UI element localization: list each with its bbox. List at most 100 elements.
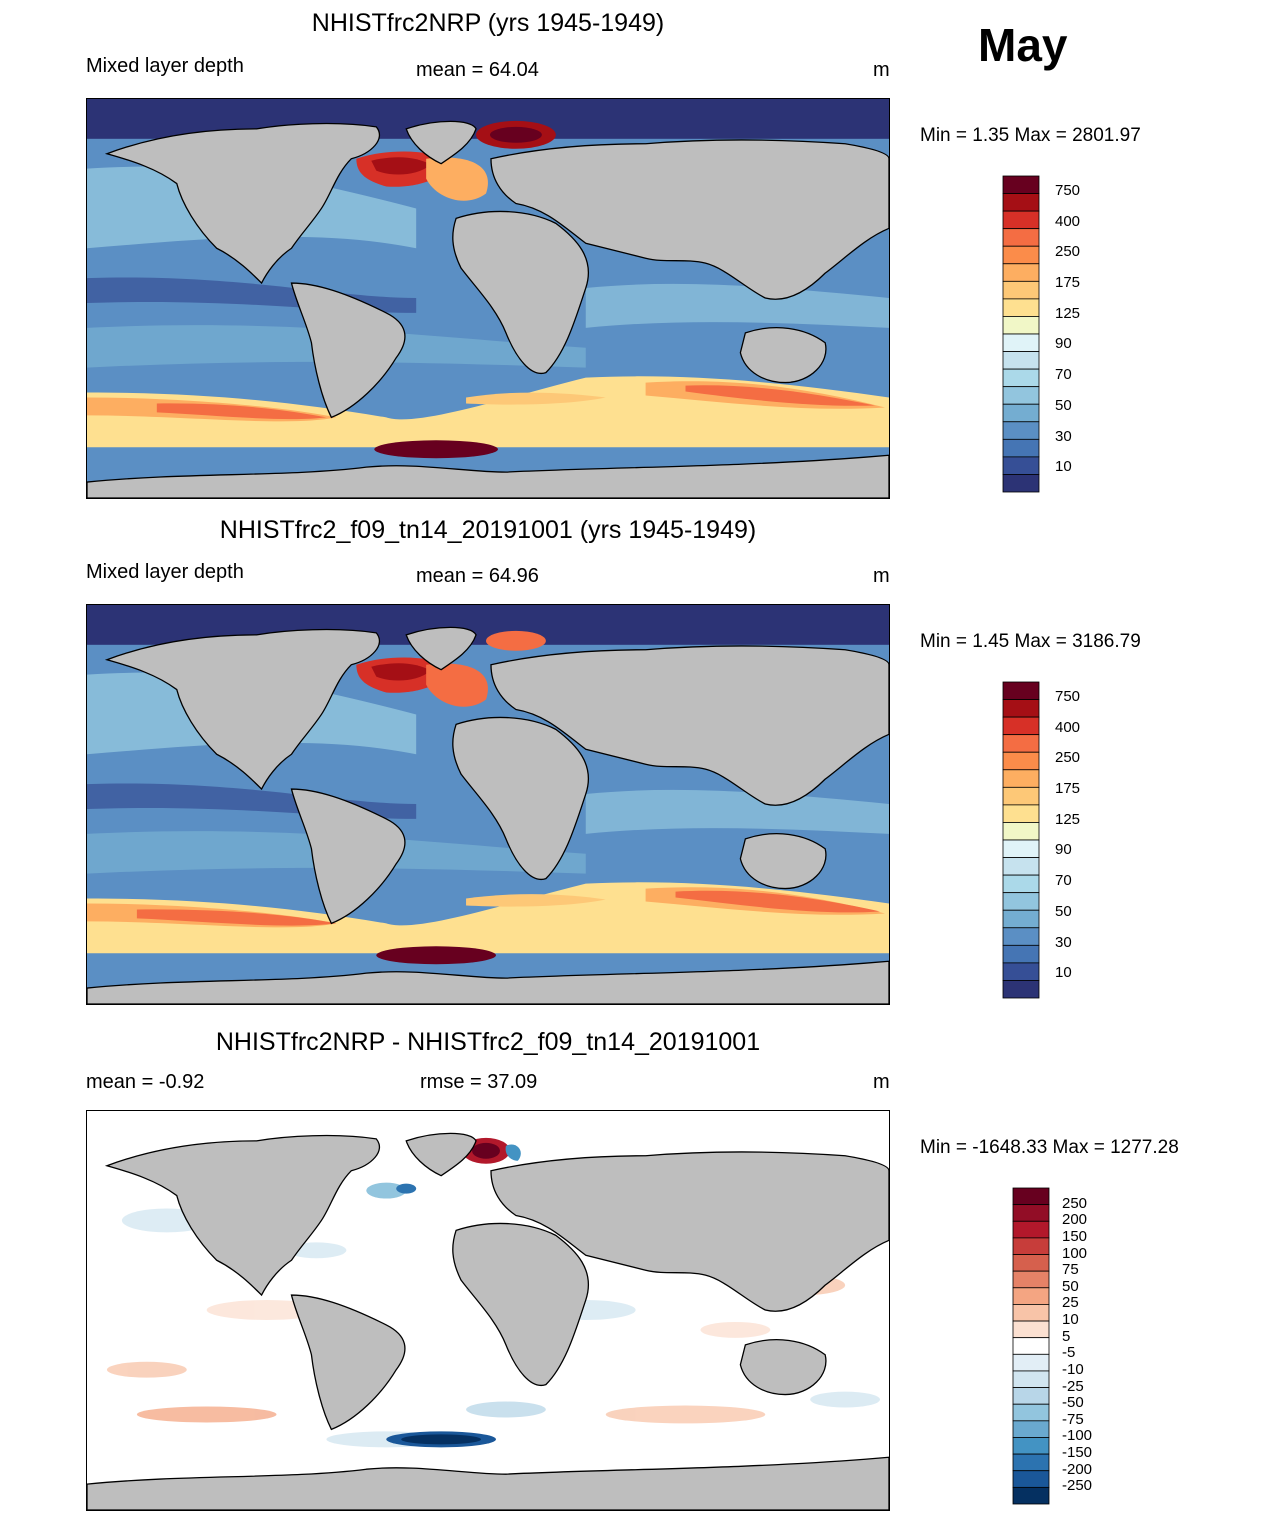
legend-label: 50 (1062, 1277, 1079, 1295)
legend-swatch (1002, 474, 1040, 493)
legend-label: -5 (1062, 1344, 1076, 1362)
legend-label: 400 (1055, 718, 1081, 736)
panel-1-units: m (873, 59, 890, 81)
legend-label: -100 (1062, 1427, 1093, 1445)
panel-3-units: m (873, 1071, 890, 1093)
panel-3-legend (1012, 1187, 1050, 1505)
panel-2-legend (1002, 681, 1040, 999)
legend-swatch (1002, 857, 1040, 876)
legend-swatch (1002, 769, 1040, 788)
legend-label: 5 (1062, 1327, 1071, 1345)
legend-swatch (1012, 1320, 1050, 1339)
legend-label: 10 (1055, 458, 1072, 476)
legend-swatch (1002, 980, 1040, 999)
legend-swatch (1012, 1403, 1050, 1422)
legend-swatch (1002, 368, 1040, 388)
legend-label: 125 (1055, 810, 1081, 828)
month-title: May (978, 19, 1068, 71)
legend-swatch (1002, 316, 1040, 335)
legend-swatch (1002, 909, 1040, 929)
legend-label: 25 (1062, 1294, 1079, 1312)
legend-label: 70 (1055, 366, 1072, 384)
legend-swatch (1012, 1420, 1050, 1438)
legend-swatch (1002, 839, 1040, 858)
panel-2-title: NHISTfrc2_f09_tn14_20191001 (yrs 1945-19… (219, 516, 757, 544)
legend-swatch (1002, 927, 1040, 946)
panel-1-legend (1002, 175, 1040, 493)
legend-label: 400 (1055, 212, 1081, 230)
legend-swatch (1002, 962, 1040, 981)
panel-1-legend-labels: 750 400 250 175 125 90 70 50 30 10 (1055, 175, 1115, 493)
panel-3-rmse-label: rmse = 37.09 (420, 1071, 538, 1093)
legend-swatch (1012, 1304, 1050, 1322)
legend-label: 100 (1062, 1244, 1088, 1262)
legend-label: -250 (1062, 1477, 1093, 1495)
legend-label: 30 (1055, 427, 1072, 445)
legend-label: 10 (1062, 1311, 1079, 1329)
legend-swatch (1002, 280, 1040, 300)
legend-swatch (1002, 421, 1040, 440)
panel-2-minmax: Min = 1.45 Max = 3186.79 (920, 631, 1141, 652)
panel-3-mean-label: mean = -0.92 (86, 1071, 205, 1093)
panel-2-mean-label: mean = 64.96 (416, 565, 539, 587)
legend-label: 125 (1055, 304, 1081, 322)
legend-label: 250 (1055, 243, 1081, 261)
legend-label: 70 (1055, 872, 1072, 890)
legend-swatch (1002, 944, 1040, 964)
panel-3-legend-labels: 250 200 150 100 75 50 25 10 5 -5 -10 -25 -50 -75 -100-… (1062, 1187, 1122, 1505)
legend-swatch (1012, 1187, 1050, 1206)
panel-1-title: NHISTfrc2NRP (yrs 1945-1949) (311, 9, 665, 37)
legend-swatch (1012, 1220, 1050, 1239)
legend-label: -200 (1062, 1460, 1093, 1478)
legend-label: -50 (1062, 1394, 1084, 1412)
legend-label: 30 (1055, 933, 1072, 951)
legend-swatch (1002, 193, 1040, 212)
legend-swatch (1012, 1337, 1050, 1355)
legend-swatch (1002, 210, 1040, 230)
panel-3-minmax: Min = -1648.33 Max = 1277.28 (920, 1137, 1179, 1158)
legend-swatch (1002, 804, 1040, 823)
legend-swatch (1002, 386, 1040, 405)
legend-swatch (1012, 1237, 1050, 1255)
legend-label: 50 (1055, 396, 1072, 414)
legend-swatch (1002, 456, 1040, 475)
legend-label: 750 (1055, 181, 1081, 199)
legend-label: 90 (1055, 841, 1072, 859)
legend-swatch (1012, 1204, 1050, 1222)
legend-label: 750 (1055, 687, 1081, 705)
panel-2-variable-label: Mixed layer depth (86, 561, 244, 583)
panel-1-mean-label: mean = 64.04 (416, 59, 539, 81)
legend-label: -25 (1062, 1377, 1084, 1395)
legend-label: 175 (1055, 273, 1081, 291)
legend-swatch (1012, 1387, 1050, 1405)
legend-label: -10 (1062, 1360, 1084, 1378)
panel-1-minmax: Min = 1.35 Max = 2801.97 (920, 125, 1141, 146)
legend-swatch (1002, 751, 1040, 771)
legend-label: -150 (1062, 1444, 1093, 1462)
legend-swatch (1002, 822, 1040, 841)
legend-swatch (1002, 716, 1040, 736)
panel-2-units: m (873, 565, 890, 587)
legend-label: 50 (1055, 902, 1072, 920)
legend-swatch (1002, 245, 1040, 265)
legend-swatch (1012, 1370, 1050, 1388)
panel-3-map (86, 1110, 890, 1511)
legend-label: 175 (1055, 779, 1081, 797)
panel-1-map-svg (87, 99, 889, 498)
legend-swatch (1002, 734, 1040, 753)
legend-swatch (1012, 1353, 1050, 1372)
legend-swatch (1002, 263, 1040, 282)
legend-swatch (1012, 1486, 1050, 1505)
legend-swatch (1002, 403, 1040, 423)
legend-swatch (1002, 699, 1040, 718)
legend-swatch (1002, 892, 1040, 911)
panel-3-map-svg (87, 1111, 889, 1510)
panel-2-legend-labels: 750 400 250 175 125 90 70 50 30 10 (1055, 681, 1115, 999)
legend-label: 10 (1055, 964, 1072, 982)
legend-swatch (1012, 1287, 1050, 1305)
legend-label: 250 (1055, 749, 1081, 767)
panel-2-map (86, 604, 890, 1005)
legend-label: 90 (1055, 335, 1072, 353)
legend-swatch (1002, 351, 1040, 370)
legend-swatch (1012, 1470, 1050, 1488)
